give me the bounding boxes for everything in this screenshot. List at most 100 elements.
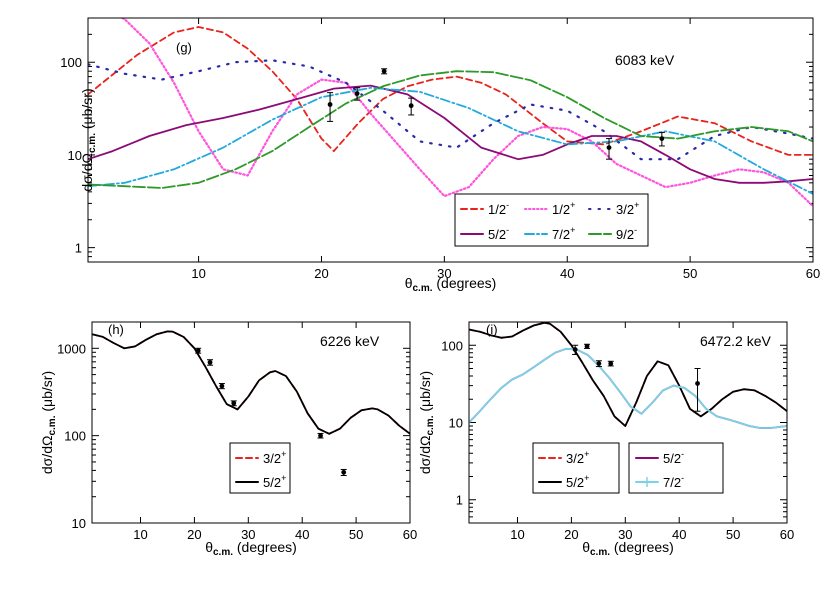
legend-box — [454, 193, 649, 247]
plot-frame — [87, 17, 814, 263]
x-axis-label: θc.m. (degrees) — [582, 539, 674, 558]
legend: 1/2- 1/2+ 3/2+5/2- 7/2+ 9/2- — [454, 193, 649, 247]
series-line-4 — [88, 86, 813, 195]
legend-label-3: 5/2- — [488, 225, 509, 242]
x-axis-label-main: θ — [582, 539, 590, 555]
series-line-1 — [120, 18, 813, 208]
energy-annotation: 6472.2 keV — [700, 333, 771, 349]
data-point — [195, 348, 201, 354]
x-tick-label: 40 — [560, 266, 574, 281]
series-group — [92, 330, 410, 435]
panel-label: (g) — [176, 40, 192, 55]
x-tick-label: 60 — [780, 527, 794, 542]
legend-label-4: 7/2+ — [552, 225, 575, 242]
x-tick-label: 50 — [683, 266, 697, 281]
legend-label-0: 3/2+ — [263, 449, 286, 466]
data-point — [231, 400, 237, 406]
y-axis-label-tail: (μb/sr) — [39, 371, 55, 416]
legend-label-0: 3/2+ — [566, 449, 589, 466]
x-tick-label: 30 — [437, 266, 451, 281]
legend-box — [229, 442, 291, 494]
series-line-2 — [88, 59, 813, 161]
legend-name: 5/2 — [663, 451, 681, 466]
series-line-3 — [469, 347, 787, 429]
y-tick-label: 1000 — [57, 341, 86, 356]
y-tick-label: 1 — [456, 493, 463, 508]
x-axis-label-sub: c.m. — [213, 547, 233, 558]
x-tick-label: 10 — [510, 527, 524, 542]
data-point — [341, 469, 347, 475]
x-tick-label: 60 — [403, 527, 417, 542]
legend-parity: - — [506, 225, 509, 235]
legend-parity: + — [281, 473, 286, 483]
series-line-1 — [469, 322, 787, 427]
data-point — [659, 136, 665, 142]
y-axis-label: dσ/dΩc.m. (μb/sr) — [79, 88, 98, 191]
legend-parity: + — [634, 200, 639, 210]
legend-parity: - — [681, 449, 684, 459]
series-line-3 — [88, 84, 813, 184]
x-tick-label: 50 — [349, 527, 363, 542]
data-point — [608, 361, 614, 366]
legend-parity: - — [634, 225, 637, 235]
data-point — [354, 91, 360, 96]
legend-parity: - — [506, 200, 509, 210]
data-point — [327, 102, 333, 107]
data-point — [584, 343, 590, 349]
y-tick-label: 10 — [68, 148, 82, 163]
legend-parity: + — [570, 200, 575, 210]
legend-name: 5/2 — [488, 227, 506, 242]
legend-label-1: 5/2+ — [263, 473, 286, 490]
legend-label-1: 5/2+ — [566, 473, 589, 490]
y-axis-label-main: dσ/dΩ — [39, 436, 55, 475]
x-axis-label-main: θ — [205, 539, 213, 555]
legend-label-0: 1/2- — [488, 200, 509, 217]
x-tick-label: 20 — [564, 527, 578, 542]
series-line-0 — [88, 26, 813, 156]
legend-label-1: 1/2+ — [552, 200, 575, 217]
data-point — [572, 347, 578, 352]
legend-parity: - — [681, 473, 684, 483]
y-axis-label-sub: c.m. — [425, 415, 436, 435]
legend-box — [532, 442, 620, 494]
x-tick-label: 30 — [618, 527, 632, 542]
legend-name: 5/2 — [263, 475, 281, 490]
legend-name: 1/2 — [488, 202, 506, 217]
x-axis-label-tail: (degrees) — [610, 539, 674, 555]
legend-name: 1/2 — [552, 202, 570, 217]
data-point — [219, 383, 225, 389]
y-axis-label-main: dσ/dΩ — [79, 153, 95, 192]
plot-frame — [91, 321, 411, 524]
y-axis-label: dσ/dΩc.m. (μb/sr) — [39, 371, 58, 474]
x-tick-label: 10 — [191, 266, 205, 281]
data-point — [606, 145, 612, 150]
x-axis-label-main: θ — [405, 275, 413, 291]
legend-parity: + — [584, 473, 589, 483]
y-tick-label: 10 — [72, 516, 86, 531]
x-tick-label: 30 — [241, 527, 255, 542]
y-axis-label-tail: (μb/sr) — [417, 371, 433, 416]
panel-label: (i) — [486, 322, 498, 337]
data-point — [596, 361, 602, 366]
x-tick-label: 10 — [133, 527, 147, 542]
data-point — [381, 68, 387, 74]
x-axis-label-sub: c.m. — [590, 547, 610, 558]
energy-annotation: 6083 keV — [615, 52, 675, 68]
legend-label-5: 9/2- — [616, 225, 637, 242]
y-tick-label: 100 — [441, 338, 463, 353]
legend-label-2: 5/2- — [663, 449, 684, 466]
series-group — [88, 18, 813, 208]
x-tick-label: 50 — [726, 527, 740, 542]
x-axis-label-tail: (degrees) — [233, 539, 297, 555]
legend-label-3: 7/2- — [663, 473, 684, 490]
series-line-1 — [92, 330, 410, 435]
data-point — [207, 359, 213, 365]
legend-name: 3/2 — [263, 451, 281, 466]
x-axis-label: θc.m. (degrees) — [205, 539, 297, 558]
legend-name: 7/2 — [663, 475, 681, 490]
legend-name: 7/2 — [552, 227, 570, 242]
